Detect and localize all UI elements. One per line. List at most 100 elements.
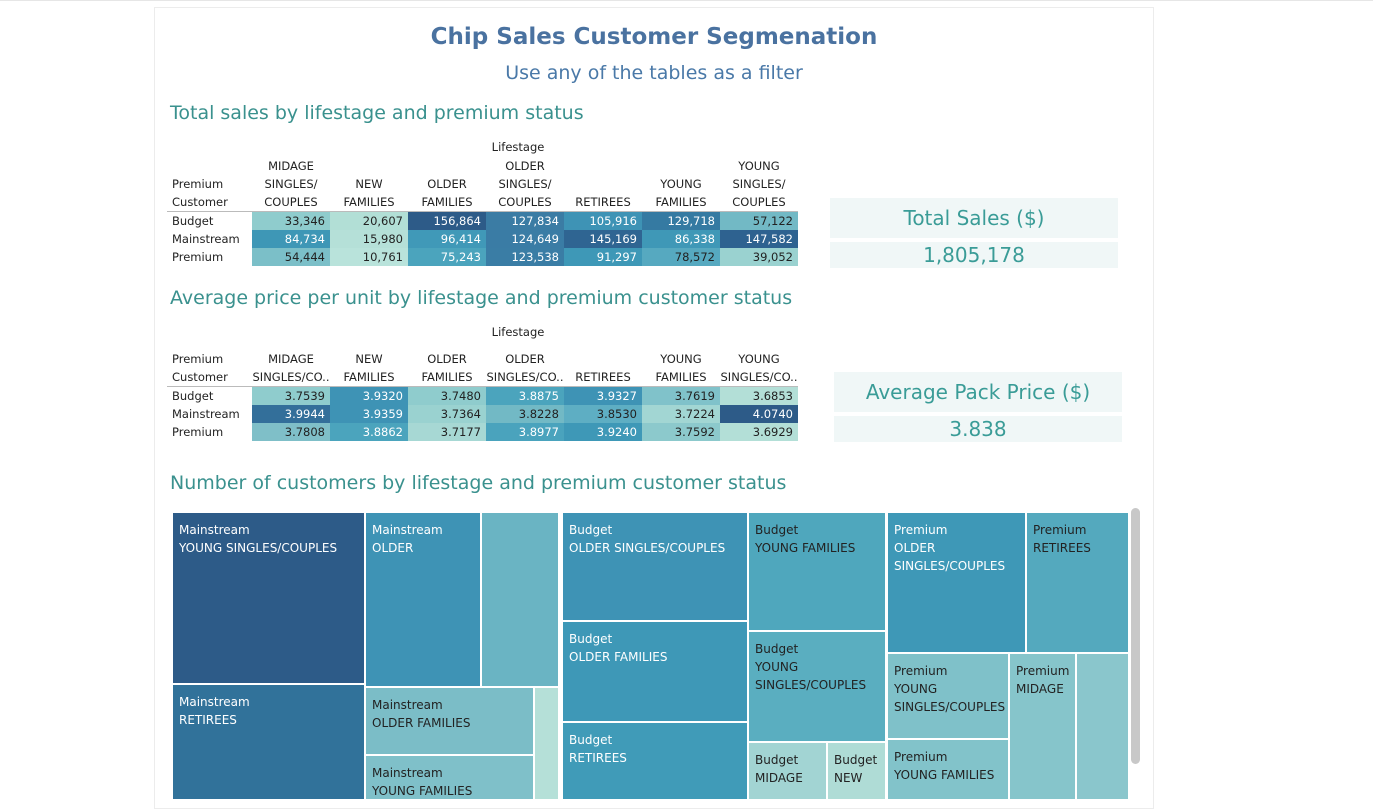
heatmap-cell[interactable]: 3.8862 (330, 423, 408, 441)
treemap-tile[interactable]: Premium YOUNG SINGLES/COUPLES (887, 653, 1009, 739)
heatmap-cell[interactable]: 3.7480 (408, 386, 486, 405)
heatmap-cell[interactable]: 3.9359 (330, 405, 408, 423)
heatmap-cell[interactable]: 3.7364 (408, 405, 486, 423)
treemap-tile[interactable] (481, 512, 559, 687)
treemap-tile[interactable]: Budget OLDER SINGLES/COUPLES (562, 512, 748, 621)
heatmap-cell[interactable]: 3.7539 (252, 386, 330, 405)
heatmap-cell[interactable]: 3.8228 (486, 405, 564, 423)
row-label[interactable]: Budget (167, 211, 252, 230)
heatmap-cell[interactable]: 3.7619 (642, 386, 720, 405)
heatmap-cell[interactable]: 3.6853 (720, 386, 798, 405)
tile-lifestage: OLDER FAMILIES (372, 716, 471, 730)
column-header[interactable]: NEW FAMILIES (343, 177, 395, 209)
column-header[interactable]: YOUNG FAMILIES (655, 352, 707, 384)
heatmap-cell[interactable]: 156,864 (408, 211, 486, 230)
tile-lifestage: OLDER FAMILIES (569, 650, 668, 664)
treemap-tile[interactable] (1076, 653, 1129, 800)
treemap-tile[interactable]: Mainstream OLDER (365, 512, 481, 687)
heatmap-cell[interactable]: 147,582 (720, 230, 798, 248)
heatmap-cell[interactable]: 78,572 (642, 248, 720, 266)
treemap-tile[interactable]: Premium OLDER SINGLES/COUPLES (887, 512, 1026, 653)
heatmap-cell[interactable]: 86,338 (642, 230, 720, 248)
tile-lifestage: MIDAGE (755, 771, 803, 785)
column-header[interactable]: OLDER FAMILIES (421, 177, 473, 209)
row-label[interactable]: Premium (167, 423, 252, 441)
row-label[interactable]: Mainstream (167, 405, 252, 423)
heatmap-cell[interactable]: 33,346 (252, 211, 330, 230)
heatmap-cell[interactable]: 91,297 (564, 248, 642, 266)
row-label[interactable]: Mainstream (167, 230, 252, 248)
treemap-tile[interactable]: Mainstream YOUNG FAMILIES (365, 755, 534, 800)
heatmap-cell[interactable]: 129,718 (642, 211, 720, 230)
treemap-tile[interactable]: Mainstream YOUNG SINGLES/COUPLES (172, 512, 365, 684)
avg-price-value[interactable]: 3.838 (834, 416, 1122, 442)
treemap-tile[interactable]: Budget NEW (827, 742, 886, 800)
heatmap-cell[interactable]: 4.0740 (720, 405, 798, 423)
heatmap-cell[interactable]: 3.9240 (564, 423, 642, 441)
treemap-tile[interactable]: Premium RETIREES (1026, 512, 1129, 653)
treemap-heading: Number of customers by lifestage and pre… (170, 472, 787, 494)
table-row: Mainstream 84,734 15,980 96,414 124,649 145,1… (167, 230, 798, 248)
treemap-tile[interactable]: Budget MIDAGE (748, 742, 827, 800)
heatmap-cell[interactable]: 15,980 (330, 230, 408, 248)
treemap-tile[interactable]: Budget YOUNG SINGLES/COUPLES (748, 631, 886, 742)
column-header[interactable]: MIDAGE SINGLES/ COUPLES (264, 159, 318, 209)
row-label[interactable]: Budget (167, 386, 252, 405)
heatmap-cell[interactable]: 96,414 (408, 230, 486, 248)
column-header[interactable]: NEW FAMILIES (343, 352, 395, 384)
treemap-tile[interactable]: Mainstream OLDER FAMILIES (365, 687, 534, 755)
treemap-tile[interactable] (534, 687, 559, 800)
heatmap-cell[interactable]: 75,243 (408, 248, 486, 266)
heatmap-cell[interactable]: 105,916 (564, 211, 642, 230)
heatmap-cell[interactable]: 54,444 (252, 248, 330, 266)
total-sales-value[interactable]: 1,805,178 (830, 242, 1118, 268)
column-header[interactable]: YOUNG FAMILIES (655, 177, 707, 209)
heatmap-cell[interactable]: 3.9327 (564, 386, 642, 405)
heatmap-cell[interactable]: 57,122 (720, 211, 798, 230)
tile-lifestage: OLDER SINGLES/COUPLES (894, 541, 1006, 573)
heatmap-cell[interactable]: 124,649 (486, 230, 564, 248)
heatmap-cell[interactable]: 3.7177 (408, 423, 486, 441)
heatmap-cell[interactable]: 3.8977 (486, 423, 564, 441)
heatmap-cell[interactable]: 39,052 (720, 248, 798, 266)
column-header[interactable]: YOUNG SINGLES/CO.. (720, 352, 798, 384)
column-header[interactable]: YOUNG SINGLES/ COUPLES (732, 159, 786, 209)
heatmap-cell[interactable]: 3.7224 (642, 405, 720, 423)
tile-segment: Mainstream (372, 766, 443, 780)
column-header[interactable]: OLDER SINGLES/ COUPLES (498, 159, 552, 209)
column-header[interactable]: OLDER FAMILIES (421, 352, 473, 384)
treemap-tile[interactable]: Budget RETIREES (562, 722, 748, 800)
tile-segment: Budget (834, 753, 878, 767)
treemap-tile[interactable]: Premium YOUNG FAMILIES (887, 739, 1009, 800)
treemap-tile[interactable]: Budget YOUNG FAMILIES (748, 512, 886, 631)
heatmap-cell[interactable]: 3.8875 (486, 386, 564, 405)
row-label[interactable]: Premium (167, 248, 252, 266)
heatmap-cell[interactable]: 3.6929 (720, 423, 798, 441)
heatmap-cell[interactable]: 3.8530 (564, 405, 642, 423)
column-header[interactable]: RETIREES (575, 370, 631, 384)
heatmap-cell[interactable]: 3.9944 (252, 405, 330, 423)
tile-segment: Mainstream (372, 523, 443, 537)
column-header[interactable]: OLDER SINGLES/CO.. (486, 352, 564, 384)
price-heatmap-table[interactable]: Premium Customer MIDAGE SINGLES/CO.. NEW F… (167, 350, 798, 441)
column-header[interactable]: MIDAGE SINGLES/CO.. (252, 352, 330, 384)
heatmap-cell[interactable]: 3.7808 (252, 423, 330, 441)
heatmap-cell[interactable]: 145,169 (564, 230, 642, 248)
treemap-tile[interactable]: Budget OLDER FAMILIES (562, 621, 748, 722)
heatmap-cell[interactable]: 123,538 (486, 248, 564, 266)
heatmap-cell[interactable]: 3.7592 (642, 423, 720, 441)
table-row: Premium 3.7808 3.8862 3.7177 3.8977 3.9240 3.7… (167, 423, 798, 441)
table-row: Budget 33,346 20,607 156,864 127,834 105,916 1… (167, 211, 798, 230)
column-header[interactable]: RETIREES (575, 195, 631, 209)
heatmap-cell[interactable]: 84,734 (252, 230, 330, 248)
treemap-tile[interactable]: Premium MIDAGE (1009, 653, 1076, 800)
heatmap-cell[interactable]: 10,761 (330, 248, 408, 266)
heatmap-cell[interactable]: 20,607 (330, 211, 408, 230)
heatmap-cell[interactable]: 127,834 (486, 211, 564, 230)
heatmap-cell[interactable]: 3.9320 (330, 386, 408, 405)
tile-lifestage: YOUNG FAMILIES (372, 784, 473, 798)
treemap-tile[interactable]: Mainstream RETIREES (172, 684, 365, 800)
tile-lifestage: YOUNG FAMILIES (894, 768, 995, 782)
sales-heatmap-table[interactable]: Premium Customer MIDAGE SINGLES/ COUPLES N… (167, 157, 798, 266)
treemap-scrollbar[interactable] (1131, 508, 1140, 764)
